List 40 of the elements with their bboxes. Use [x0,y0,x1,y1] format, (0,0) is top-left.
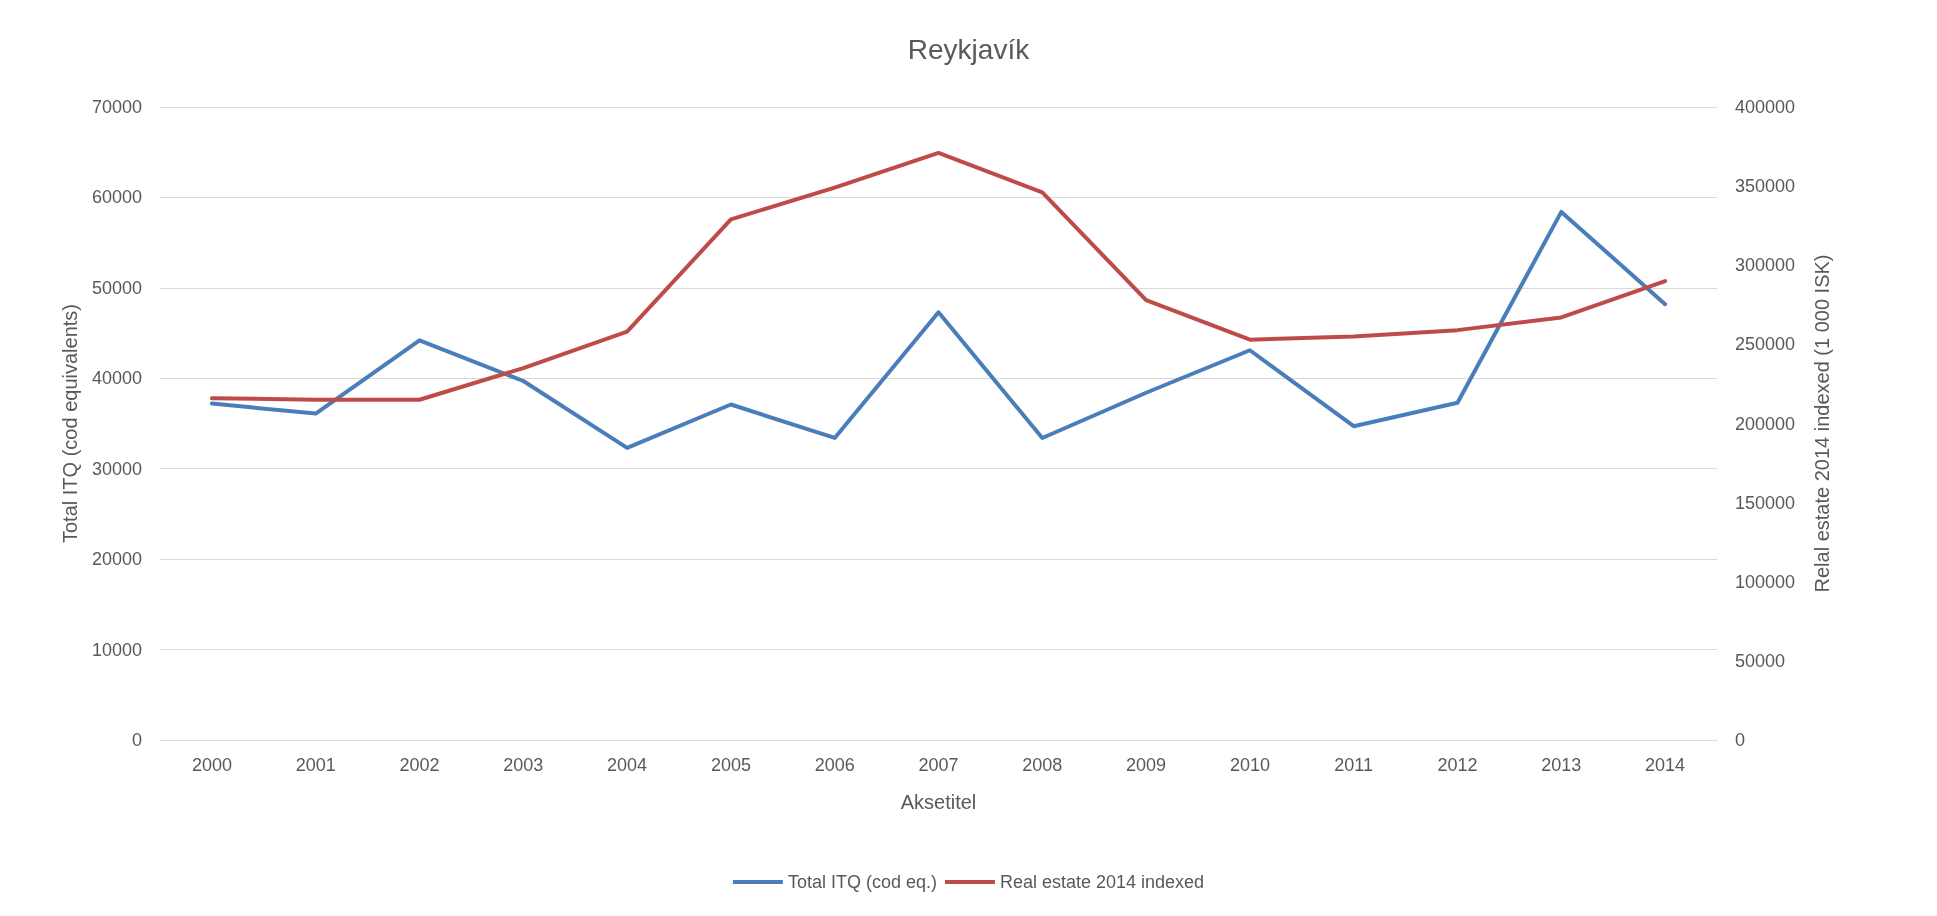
x-tick-label: 2011 [1334,755,1374,775]
legend-label: Real estate 2014 indexed [999,872,1205,892]
x-tick-label: 2001 [295,755,336,775]
y2-tick-label: 350000 [1735,176,1796,197]
y2-axis-title: Relal estate 2014 indexed (1 000 ISK) [1811,254,1833,593]
x-tick-label: 2010 [1229,755,1270,775]
y2-tick-label: 150000 [1735,492,1796,513]
y-tick-label: 70000 [91,97,142,117]
y-tick-label: 0 [131,730,142,750]
x-tick-label: 2006 [814,755,855,775]
y2-tick-label: 100000 [1735,571,1796,592]
legend-label: Total ITQ (cod eq.) [787,872,937,892]
y2-tick-label: 0 [1735,730,1746,750]
line-series [209,150,1668,402]
x-tick-label: 2003 [503,755,544,775]
line-series [209,209,1668,450]
y-tick-label: 10000 [91,639,142,660]
x-tick-label: 2009 [1126,755,1167,775]
y-tick-label: 30000 [91,458,142,479]
x-tick-label: 2008 [1022,755,1063,775]
y-axis-title: Total ITQ (cod equivalents) [59,304,81,543]
y2-tick-label: 300000 [1735,255,1796,276]
x-tick-label: 2007 [918,755,959,775]
y2-tick-label: 50000 [1735,650,1786,671]
x-tick-label: 2005 [710,755,751,775]
x-tick-label: 2004 [607,755,648,775]
y2-tick-label: 400000 [1735,97,1796,117]
x-tick-label: 2002 [399,755,440,775]
x-tick-label: 2012 [1437,755,1478,775]
y-tick-label: 40000 [91,368,142,389]
y-tick-label: 60000 [91,187,142,208]
y-tick-label: 20000 [91,549,142,570]
y2-tick-label: 250000 [1735,334,1796,355]
x-tick-label: 2013 [1541,755,1582,775]
chart-title: Reykjavík [907,33,1031,65]
y2-tick-label: 200000 [1735,413,1796,434]
x-tick-label: 2014 [1645,755,1686,775]
x-axis-title: Aksetitel [900,791,977,813]
y-tick-label: 50000 [91,277,142,298]
x-tick-label: 2000 [191,755,232,775]
